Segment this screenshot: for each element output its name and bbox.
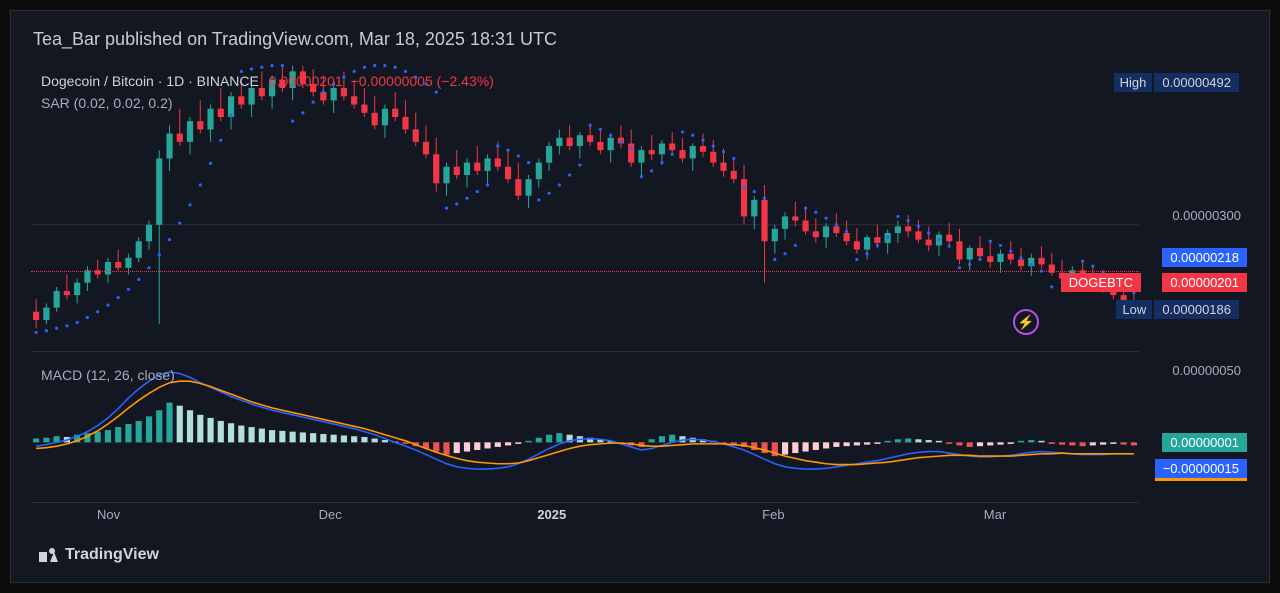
price-chart[interactable] xyxy=(31,59,1139,349)
time-axis: Nov Dec 2025 Feb Mar xyxy=(31,502,1139,522)
high-badge: High0.00000492 xyxy=(1106,71,1247,94)
macd-indicator-label: MACD (12, 26, close) xyxy=(41,367,175,383)
tradingview-logo: TradingView xyxy=(39,546,159,564)
grid-label-300: 0.00000300 xyxy=(1166,206,1247,225)
sar-indicator-label: SAR (0.02, 0.02, 0.2) xyxy=(41,95,173,111)
symbol-info: Dogecoin / Bitcoin · 1D · BINANCE 0.0000… xyxy=(41,73,494,89)
publisher-text: Tea_Bar published on TradingView.com, Ma… xyxy=(33,29,557,50)
sar-value-badge: 0.00000218 xyxy=(1162,248,1247,267)
time-tick: Feb xyxy=(762,507,784,522)
last-price: 0.00000201 xyxy=(269,73,343,89)
macd-chart[interactable] xyxy=(31,351,1139,491)
price-line xyxy=(31,271,1139,272)
price-change: −0.00000005 (−2.43%) xyxy=(351,73,494,89)
macd-line-badge: −0.00000015 xyxy=(1155,459,1247,481)
low-badge: Low0.00000186 xyxy=(1108,298,1247,321)
time-tick: 2025 xyxy=(537,507,566,522)
macd-hist-badge: 0.00000001 xyxy=(1162,433,1247,452)
tv-icon xyxy=(39,548,59,562)
current-price-badge: 0.00000201 xyxy=(1162,273,1247,292)
symbol-name: Dogecoin / Bitcoin · 1D · BINANCE xyxy=(41,73,259,89)
time-tick: Nov xyxy=(97,507,120,522)
lightning-icon[interactable]: ⚡ xyxy=(1013,309,1039,335)
macd-tick-top: 0.00000050 xyxy=(1166,361,1247,380)
time-tick: Dec xyxy=(319,507,342,522)
symbol-badge: DOGEBTC xyxy=(1061,273,1141,292)
time-tick: Mar xyxy=(984,507,1006,522)
chart-frame: Tea_Bar published on TradingView.com, Ma… xyxy=(10,10,1270,583)
